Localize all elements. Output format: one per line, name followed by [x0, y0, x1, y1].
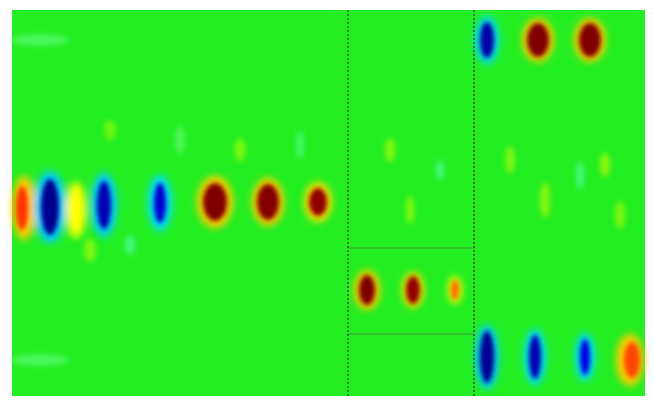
speckle — [84, 238, 96, 262]
speckle — [615, 201, 625, 229]
core — [624, 342, 640, 378]
core — [257, 184, 279, 220]
core — [480, 331, 494, 383]
speckle — [385, 138, 395, 162]
speckle — [235, 138, 245, 162]
speckle — [125, 235, 135, 255]
core — [309, 188, 327, 216]
core — [579, 23, 601, 57]
core — [154, 183, 166, 223]
core — [359, 275, 375, 305]
page — [0, 0, 654, 404]
core — [451, 280, 459, 300]
core — [580, 339, 590, 375]
speckle — [175, 126, 185, 154]
speckle — [436, 160, 444, 180]
core — [41, 179, 59, 235]
core — [406, 276, 420, 304]
speckle — [540, 182, 550, 218]
speckle — [104, 120, 116, 140]
core — [529, 335, 541, 379]
halo — [66, 182, 86, 238]
speckle — [10, 34, 70, 46]
core — [527, 23, 549, 57]
core — [97, 181, 111, 229]
speckle — [600, 153, 610, 177]
core — [203, 183, 227, 221]
speckle — [576, 161, 584, 189]
speckle — [10, 354, 70, 366]
speckle — [406, 196, 414, 224]
speckle — [296, 131, 304, 159]
core — [16, 186, 28, 230]
heatmap-image — [0, 0, 654, 404]
core — [480, 22, 494, 58]
speckle — [505, 146, 515, 174]
